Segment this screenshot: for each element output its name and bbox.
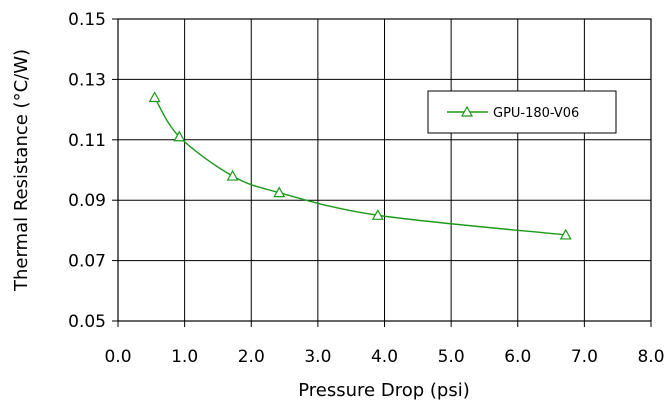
x-tick-label: 2.0 bbox=[238, 347, 265, 367]
y-tick-label: 0.15 bbox=[68, 10, 106, 30]
x-tick-label: 5.0 bbox=[438, 347, 465, 367]
x-tick-label: 4.0 bbox=[371, 347, 398, 367]
y-tick-label: 0.09 bbox=[68, 191, 106, 211]
legend: GPU-180-V06 bbox=[427, 90, 617, 134]
y-axis-title: Thermal Resistance (°C/W) bbox=[11, 49, 32, 292]
data-point-triangle bbox=[559, 228, 572, 240]
data-point-triangle bbox=[226, 169, 239, 181]
y-axis-ticks: 0.05 0.07 0.09 0.11 0.13 0.15 bbox=[68, 10, 118, 332]
data-point-triangle bbox=[273, 186, 286, 198]
legend-label: GPU-180-V06 bbox=[493, 106, 579, 121]
x-tick-label: 8.0 bbox=[637, 347, 664, 367]
x-tick-label: 0.0 bbox=[104, 347, 131, 367]
x-tick-label: 7.0 bbox=[571, 347, 598, 367]
x-tick-label: 6.0 bbox=[504, 347, 531, 367]
series-layer bbox=[148, 91, 572, 240]
y-tick-label: 0.07 bbox=[68, 252, 106, 272]
x-tick-label: 3.0 bbox=[304, 347, 331, 367]
data-point-triangle bbox=[148, 91, 161, 103]
y-tick-label: 0.13 bbox=[68, 70, 106, 90]
legend-triangle-marker bbox=[460, 105, 474, 117]
x-tick-label: 1.0 bbox=[171, 347, 198, 367]
data-point-triangle bbox=[173, 130, 186, 142]
data-point-triangle bbox=[371, 209, 384, 220]
x-axis-ticks: 0.0 1.0 2.0 3.0 4.0 5.0 6.0 7.0 8.0 bbox=[104, 321, 664, 367]
y-tick-label: 0.05 bbox=[68, 312, 106, 332]
x-axis-title: Pressure Drop (psi) bbox=[298, 380, 469, 401]
grid bbox=[118, 19, 651, 321]
y-tick-label: 0.11 bbox=[68, 131, 106, 151]
